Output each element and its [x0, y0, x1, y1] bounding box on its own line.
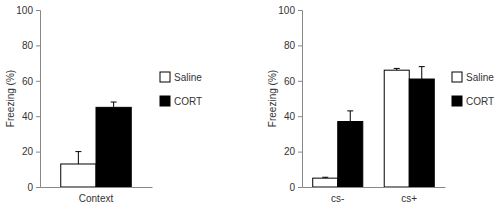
y-tick: 60: [22, 76, 40, 87]
y-tick-label: 0: [289, 182, 295, 193]
chart: 0 20 40 60 80 100 cs-cs+: [278, 5, 445, 204]
y-tick: 80: [284, 40, 302, 51]
legend-swatch: [452, 96, 462, 106]
legend-item: CORT: [452, 96, 494, 107]
error-bar-cap: [347, 110, 353, 111]
error-bar-stem: [78, 152, 79, 164]
error-bar: [322, 177, 328, 179]
bar: [338, 122, 363, 187]
error-bar-stem: [113, 102, 114, 107]
legend-swatch: [160, 96, 170, 106]
error-bar-stem: [421, 67, 422, 79]
legend-label: Saline: [174, 72, 202, 83]
x-axis-line: [303, 187, 446, 188]
y-tick-mark: [298, 152, 302, 153]
error-bar: [347, 111, 353, 122]
y-tick: 40: [284, 111, 302, 122]
y-tick-label: 20: [284, 146, 296, 157]
y-tick-mark: [298, 187, 302, 188]
y-axis-title: Freezing (%): [5, 70, 16, 127]
plot-area: [313, 67, 435, 187]
y-tick-label: 80: [284, 40, 296, 51]
y-tick-label: 40: [284, 111, 296, 122]
y-tick-mark: [298, 116, 302, 117]
y-axis: 0 20 40 60 80 100: [278, 5, 302, 193]
y-tick-mark: [36, 187, 40, 188]
x-tick-label: Context: [79, 193, 114, 204]
y-tick: 0: [289, 182, 302, 193]
y-tick-mark: [298, 10, 302, 11]
y-tick-mark: [298, 81, 302, 82]
y-tick: 0: [27, 182, 40, 193]
legend-label: CORT: [174, 96, 202, 107]
y-axis-line: [36, 11, 41, 188]
y-tick-mark: [298, 45, 302, 46]
y-tick-mark: [36, 116, 40, 117]
bar: [313, 178, 338, 187]
x-tick: cs+: [401, 187, 417, 204]
y-axis: 0 20 40 60 80 100: [16, 5, 40, 193]
y-tick-label: 60: [22, 76, 34, 87]
bar: [384, 70, 409, 187]
legend: Saline CORT: [160, 72, 202, 107]
legend-item: Saline: [160, 72, 202, 83]
y-tick: 20: [22, 146, 40, 157]
y-tick: 20: [284, 146, 302, 157]
bar: [61, 164, 96, 187]
error-bar-cap: [394, 68, 400, 69]
error-bar-cap: [322, 177, 328, 178]
bar: [96, 107, 131, 187]
error-bar-cap: [75, 151, 81, 152]
y-tick-label: 100: [16, 5, 33, 16]
y-tick-label: 80: [22, 40, 34, 51]
y-tick: 80: [22, 40, 40, 51]
legend-swatch: [452, 72, 462, 82]
y-tick-mark: [36, 152, 40, 153]
y-tick: 100: [16, 5, 40, 16]
legend-label: Saline: [466, 72, 494, 83]
y-tick-label: 0: [27, 182, 33, 193]
error-bar-stem: [350, 111, 351, 122]
y-tick-mark: [36, 81, 40, 82]
error-bar: [111, 102, 117, 107]
y-tick-label: 20: [22, 146, 34, 157]
x-tick-label: cs-: [331, 193, 344, 204]
bar: [409, 79, 434, 187]
y-tick-mark: [36, 45, 40, 46]
y-axis-title: Freezing (%): [267, 70, 278, 127]
figure: 0 20 40 60 80 100 Context Freezing (%) Saline COR…: [0, 0, 504, 213]
x-tick: Context: [79, 187, 114, 204]
legend-label: CORT: [466, 96, 494, 107]
y-tick-label: 60: [284, 76, 296, 87]
error-bar-cap: [419, 66, 425, 67]
legend-item: Saline: [452, 72, 494, 83]
chart: 0 20 40 60 80 100 Context: [16, 5, 152, 204]
x-tick-label: cs+: [401, 193, 417, 204]
y-axis-line: [298, 11, 303, 188]
y-tick: 100: [278, 5, 302, 16]
y-tick-label: 40: [22, 111, 34, 122]
x-axis-line: [41, 187, 153, 188]
legend: Saline CORT: [452, 72, 494, 107]
y-tick-mark: [36, 10, 40, 11]
y-tick: 60: [284, 76, 302, 87]
legend-item: CORT: [160, 96, 202, 107]
y-tick-label: 100: [278, 5, 295, 16]
legend-swatch: [160, 72, 170, 82]
x-tick: cs-: [331, 187, 344, 204]
x-axis: cs-cs+: [303, 187, 446, 204]
plot-area: [61, 102, 132, 187]
error-bar-cap: [111, 102, 117, 103]
error-bar: [394, 68, 400, 70]
error-bar: [75, 152, 81, 164]
error-bar: [419, 67, 425, 79]
y-tick: 40: [22, 111, 40, 122]
x-axis: Context: [41, 187, 153, 204]
